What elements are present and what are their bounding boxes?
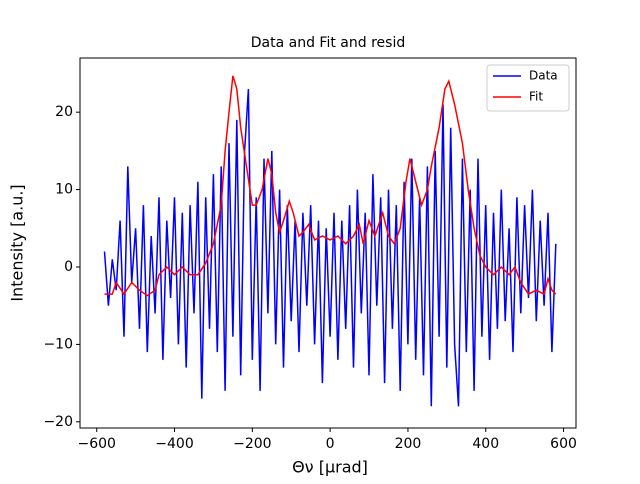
y-tick-label: 20	[55, 104, 73, 120]
x-axis-label: Θν [μrad]	[292, 458, 368, 477]
y-tick-label: 10	[55, 182, 73, 198]
y-tick-label: −10	[43, 336, 73, 352]
series-line	[104, 75, 557, 297]
x-tick-label: 400	[472, 436, 499, 452]
x-tick-label: −600	[78, 436, 116, 452]
x-tick-label: 200	[395, 436, 422, 452]
chart-title: Data and Fit and resid	[251, 35, 405, 51]
y-tick-label: −20	[43, 414, 73, 430]
x-tick-label: 0	[326, 436, 335, 452]
legend-label: Fit	[529, 90, 543, 104]
x-tick-label: −400	[155, 436, 193, 452]
y-tick-label: 0	[64, 259, 73, 275]
y-axis-label: Intensity [a.u.]	[8, 184, 27, 301]
legend-label: Data	[529, 69, 558, 83]
series-line	[103, 88, 557, 407]
x-tick-label: −200	[233, 436, 271, 452]
x-tick-label: 600	[550, 436, 577, 452]
plot-frame	[79, 57, 577, 429]
